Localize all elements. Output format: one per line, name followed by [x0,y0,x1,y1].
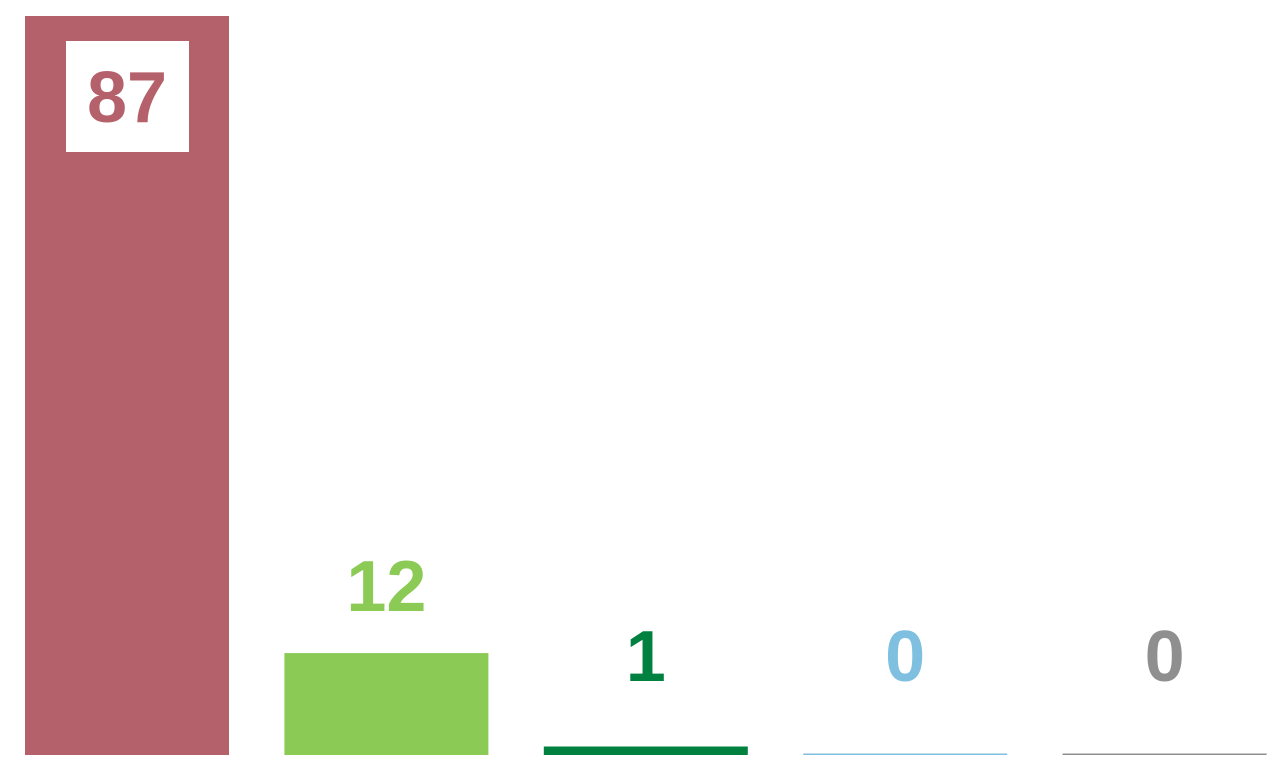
value-label: 87 [87,58,167,138]
value-label: 0 [885,617,925,697]
value-label: 1 [626,617,666,697]
value-label-box [66,41,189,152]
bar [284,653,489,755]
bar [543,746,748,755]
bar [803,753,1008,755]
bar [1062,753,1267,755]
value-label: 0 [1145,617,1185,697]
value-label: 12 [346,547,426,627]
